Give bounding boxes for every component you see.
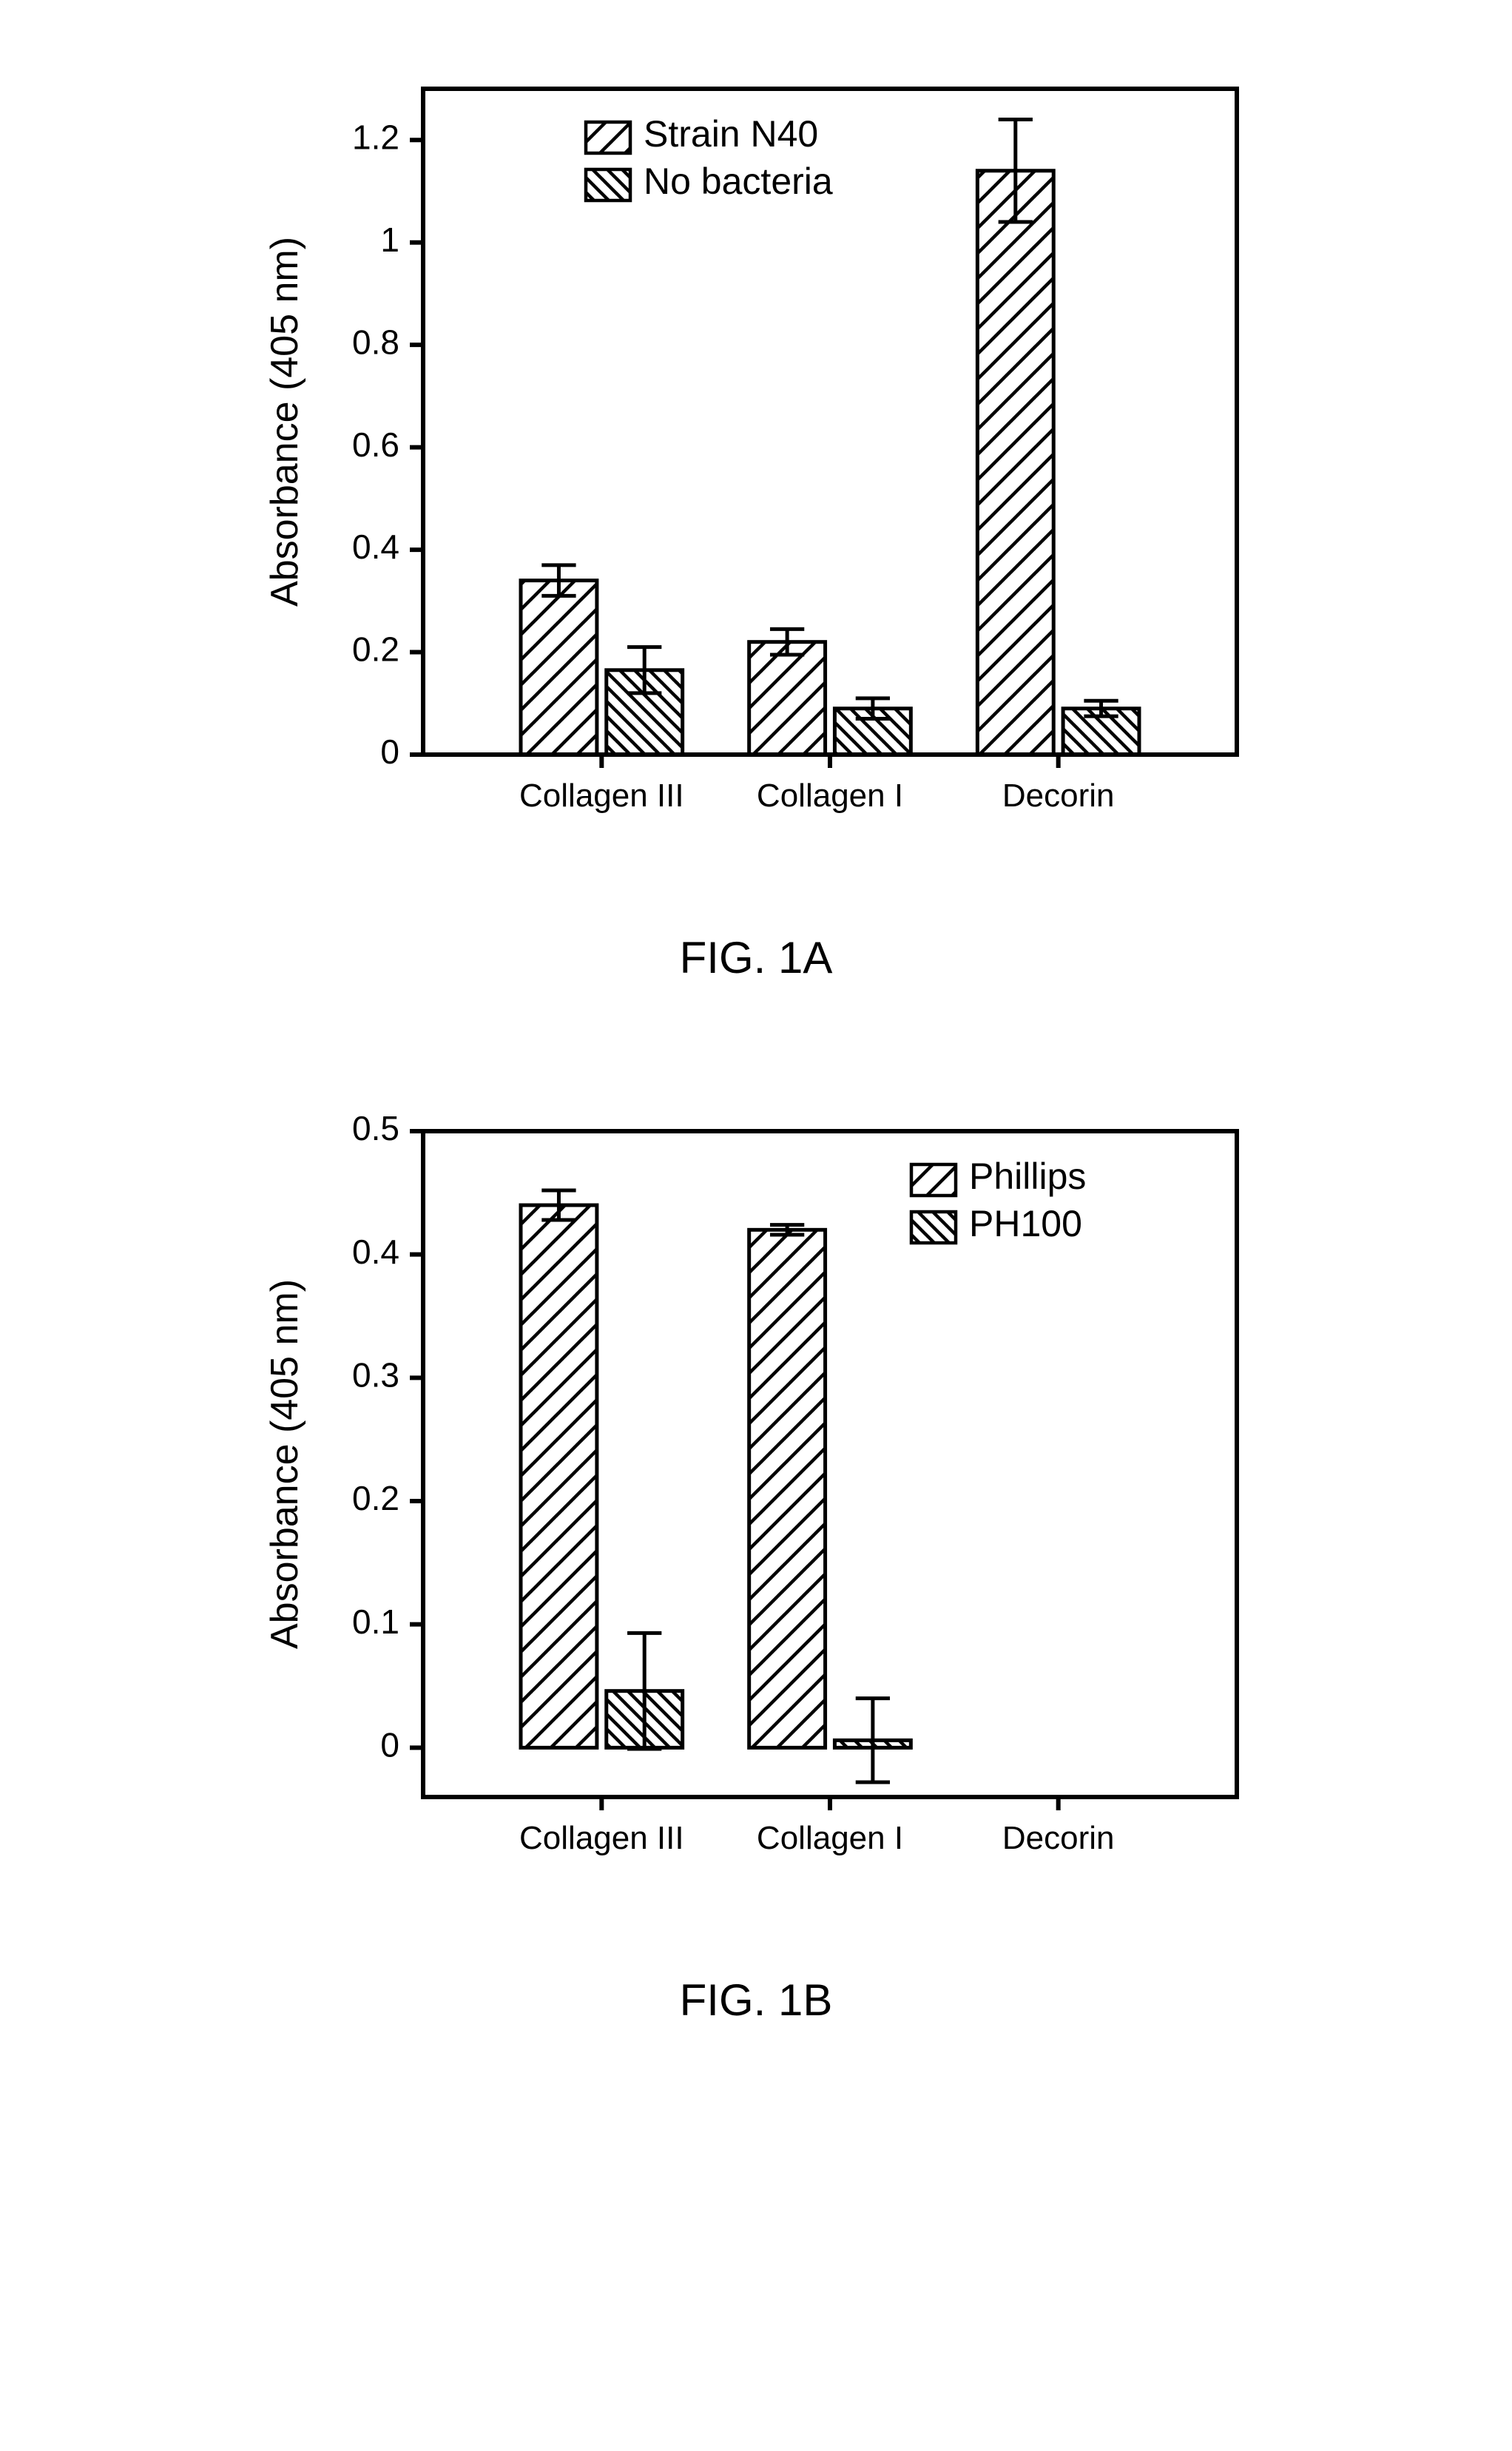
figure-1b: 0 0.1 0.2 0.3 0.4 0.5 Absorbance (405 nm) Colla…: [231, 1087, 1281, 2026]
chart-1b: 0 0.1 0.2 0.3 0.4 0.5 Absorbance (405 nm) Colla…: [231, 1087, 1281, 1945]
svg-text:0: 0: [380, 732, 399, 771]
svg-text:1: 1: [380, 220, 399, 259]
svg-text:Collagen I: Collagen I: [757, 1820, 903, 1856]
svg-text:0.8: 0.8: [352, 323, 399, 361]
svg-text:0.4: 0.4: [352, 527, 399, 566]
svg-text:Decorin: Decorin: [1002, 1820, 1115, 1856]
svg-text:Collagen III: Collagen III: [519, 1820, 684, 1856]
svg-text:Phillips: Phillips: [969, 1156, 1086, 1197]
svg-text:Collagen III: Collagen III: [519, 778, 684, 814]
svg-text:PH100: PH100: [969, 1203, 1082, 1244]
svg-text:0.2: 0.2: [352, 630, 399, 669]
svg-text:0.2: 0.2: [352, 1479, 399, 1517]
svg-text:Strain N40: Strain N40: [644, 113, 818, 155]
svg-text:Decorin: Decorin: [1002, 778, 1115, 814]
svg-text:1.2: 1.2: [352, 118, 399, 156]
chart-1a: 0 0.2 0.4 0.6 0.8 1 1.2 Absorbance (405 nm) Coll…: [231, 44, 1281, 903]
svg-text:0.1: 0.1: [352, 1602, 399, 1641]
svg-text:Absorbance (405 nm): Absorbance (405 nm): [263, 237, 306, 607]
svg-text:0.5: 0.5: [352, 1109, 399, 1147]
svg-text:Collagen I: Collagen I: [757, 778, 903, 814]
svg-text:No bacteria: No bacteria: [644, 161, 833, 202]
svg-text:0.6: 0.6: [352, 425, 399, 464]
svg-text:0.3: 0.3: [352, 1355, 399, 1394]
svg-text:0.4: 0.4: [352, 1233, 399, 1271]
caption-1b: FIG. 1B: [680, 1975, 833, 2026]
figure-1a: 0 0.2 0.4 0.6 0.8 1 1.2 Absorbance (405 nm) Coll…: [231, 44, 1281, 983]
svg-text:0: 0: [380, 1725, 399, 1764]
caption-1a: FIG. 1A: [680, 932, 833, 983]
svg-text:Absorbance (405 nm): Absorbance (405 nm): [263, 1279, 306, 1649]
